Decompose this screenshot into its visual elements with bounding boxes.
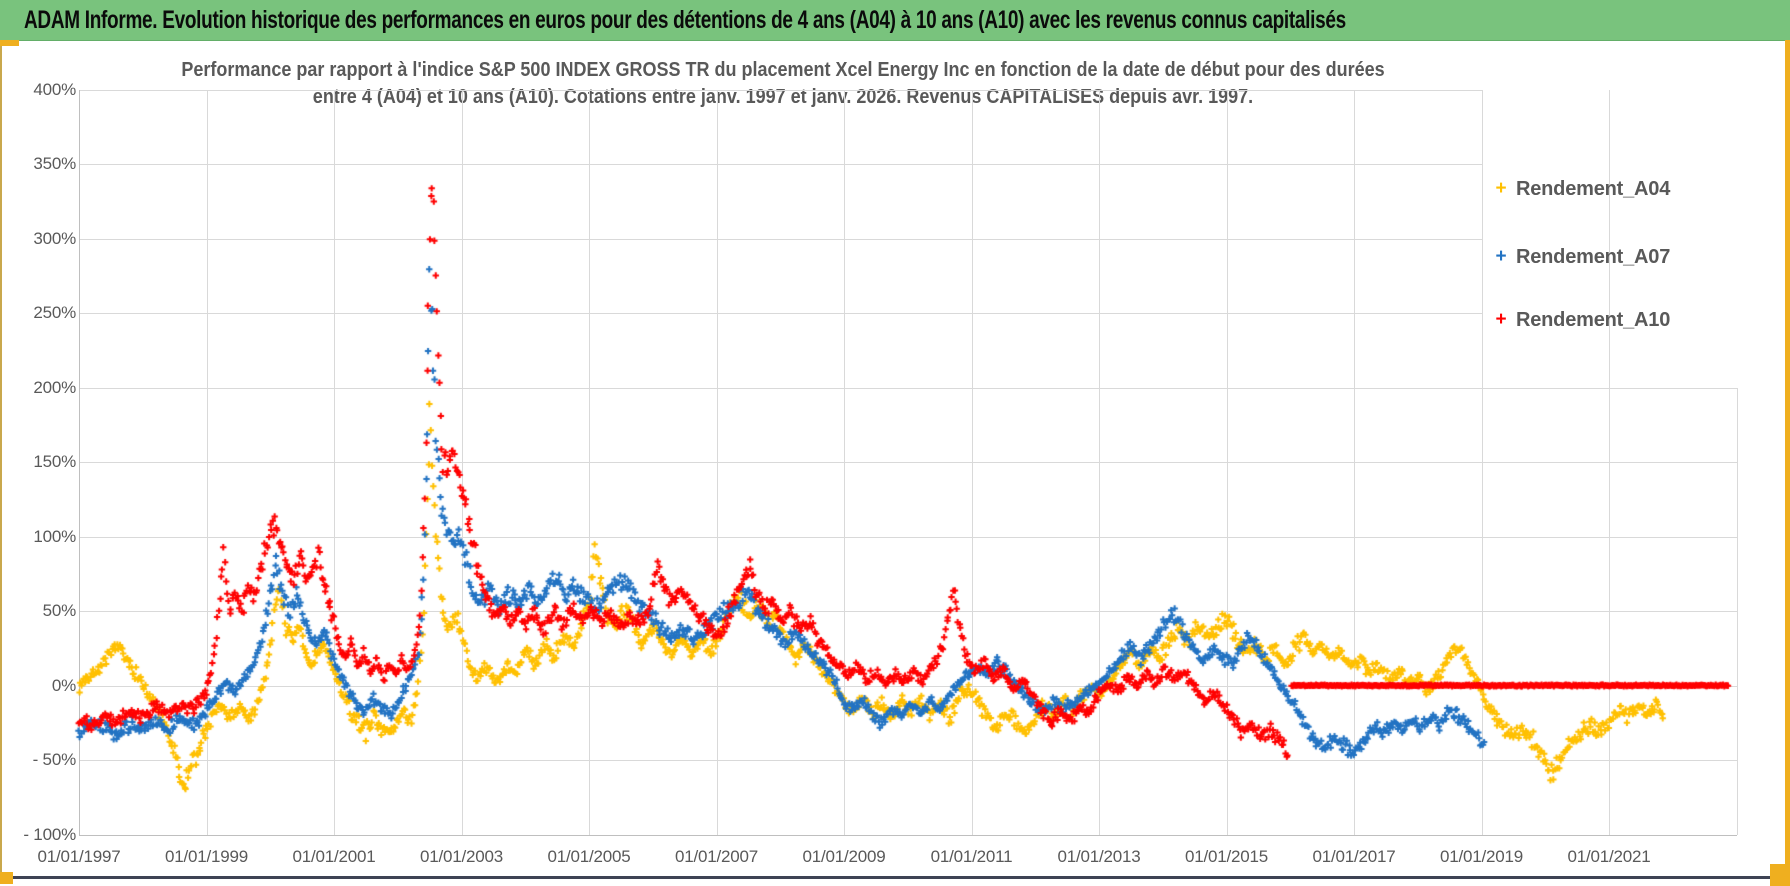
plus-marker-icon: + bbox=[1495, 178, 1507, 199]
x-axis-label: 01/01/2007 bbox=[674, 846, 759, 866]
x-axis-label: 01/01/2001 bbox=[292, 846, 376, 866]
x-axis-label: 01/01/2021 bbox=[1567, 846, 1651, 866]
plus-marker-icon: + bbox=[1495, 309, 1507, 330]
x-axis-label: 01/01/2003 bbox=[419, 846, 504, 866]
x-axis-label: 01/01/2005 bbox=[547, 846, 631, 866]
plus-marker-icon: + bbox=[1495, 246, 1507, 267]
legend-item-rendement-a04[interactable]: + Rendement_A04 bbox=[1490, 174, 1670, 204]
legend-item-rendement-a07[interactable]: + Rendement_A07 bbox=[1490, 242, 1670, 272]
x-axis-label: 01/01/2015 bbox=[1184, 846, 1269, 866]
y-axis-label: 0% bbox=[51, 675, 76, 695]
legend-label: Rendement_A07 bbox=[1516, 245, 1671, 268]
legend-label: Rendement_A10 bbox=[1516, 308, 1671, 331]
y-axis-label: 350% bbox=[33, 154, 76, 173]
legend-label: Rendement_A04 bbox=[1516, 177, 1671, 200]
y-axis-label: - 50% bbox=[32, 750, 77, 769]
y-axis-label: 100% bbox=[33, 526, 76, 546]
x-axis-label: 01/01/1999 bbox=[164, 846, 249, 866]
y-axis-label: 250% bbox=[33, 303, 76, 322]
x-axis-label: 01/01/1997 bbox=[37, 846, 121, 866]
y-axis-label: 400% bbox=[33, 79, 76, 99]
legend-item-rendement-a10[interactable]: + Rendement_A10 bbox=[1490, 305, 1670, 335]
x-axis-label: 01/01/2009 bbox=[802, 846, 886, 866]
x-axis-label: 01/01/2013 bbox=[1057, 846, 1141, 866]
x-axis-label: 01/01/2011 bbox=[930, 846, 1013, 866]
y-axis-label: 200% bbox=[33, 377, 76, 397]
y-axis-label: - 100% bbox=[23, 824, 76, 844]
x-axis-label: 01/01/2017 bbox=[1312, 846, 1396, 866]
y-axis-label: 50% bbox=[42, 601, 77, 620]
y-axis-label: 300% bbox=[33, 228, 76, 248]
x-axis-label: 01/01/2019 bbox=[1439, 846, 1524, 866]
y-axis-label: 150% bbox=[33, 452, 76, 471]
